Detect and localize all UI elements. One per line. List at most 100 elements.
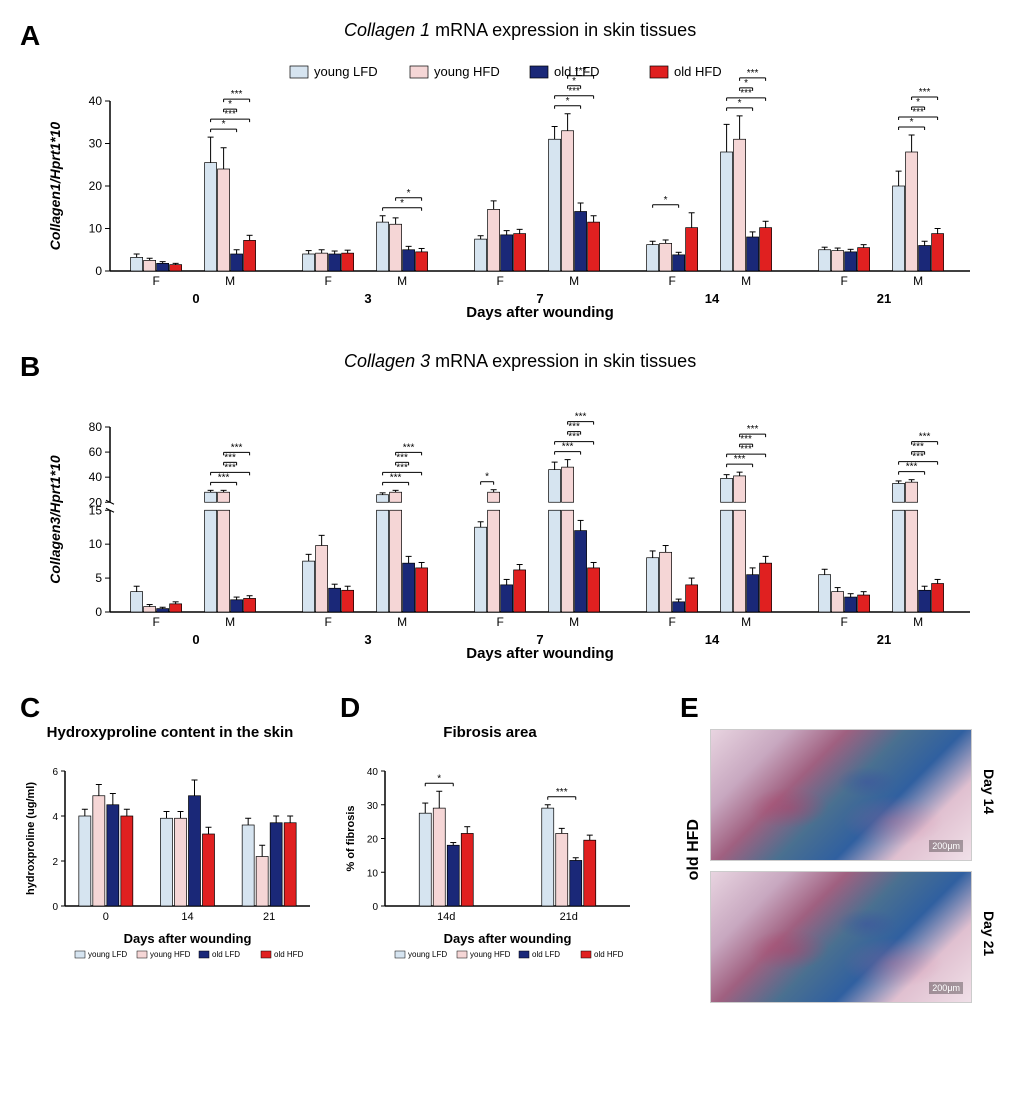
bottom-row: C Hydroxyproline content in the skin 0 2 4… xyxy=(20,692,1000,1013)
svg-text:***: *** xyxy=(912,452,924,463)
svg-text:***: *** xyxy=(396,452,408,463)
svg-text:***: *** xyxy=(919,87,931,98)
svg-text:30: 30 xyxy=(367,801,379,812)
svg-text:***: *** xyxy=(734,454,746,465)
svg-text:***: *** xyxy=(919,432,931,443)
svg-text:M: M xyxy=(397,274,407,288)
svg-text:14: 14 xyxy=(705,291,720,306)
svg-text:***: *** xyxy=(912,107,924,118)
svg-text:30: 30 xyxy=(89,137,103,151)
svg-text:40: 40 xyxy=(89,470,103,484)
svg-text:old HFD: old HFD xyxy=(274,950,304,959)
svg-text:*: * xyxy=(400,198,404,209)
svg-text:5: 5 xyxy=(96,571,103,585)
svg-text:***: *** xyxy=(224,109,236,120)
svg-text:0: 0 xyxy=(96,605,103,619)
svg-text:F: F xyxy=(841,274,848,288)
panel-c-label: C xyxy=(20,692,320,724)
svg-text:4: 4 xyxy=(52,812,58,823)
svg-text:3: 3 xyxy=(365,632,372,647)
svg-text:21d: 21d xyxy=(560,911,578,923)
svg-text:20: 20 xyxy=(367,835,379,846)
svg-text:M: M xyxy=(741,274,751,288)
svg-text:F: F xyxy=(841,615,848,629)
svg-text:10: 10 xyxy=(89,537,103,551)
svg-text:***: *** xyxy=(568,86,580,97)
svg-text:*: * xyxy=(485,472,489,483)
svg-text:F: F xyxy=(669,274,676,288)
svg-text:M: M xyxy=(397,615,407,629)
svg-text:40: 40 xyxy=(367,767,379,778)
svg-text:Days after wounding: Days after wounding xyxy=(466,645,614,662)
svg-text:Days after wounding: Days after wounding xyxy=(444,931,572,946)
svg-text:6: 6 xyxy=(52,767,58,778)
svg-text:0: 0 xyxy=(103,911,109,923)
svg-text:*: * xyxy=(566,96,570,107)
panel-e-label: E xyxy=(680,692,972,724)
svg-text:M: M xyxy=(569,615,579,629)
svg-text:0: 0 xyxy=(193,632,200,647)
histology-image-day21: 200μm xyxy=(710,871,972,1003)
panel-c: C Hydroxyproline content in the skin 0 2 4… xyxy=(20,692,320,961)
svg-text:0: 0 xyxy=(193,291,200,306)
svg-text:***: *** xyxy=(575,66,587,77)
panel-b: B Collagen 3 mRNA expression in skin tis… xyxy=(20,351,1000,662)
svg-text:F: F xyxy=(325,274,332,288)
day14-label: Day 14 xyxy=(981,769,997,814)
svg-text:***: *** xyxy=(562,442,574,453)
svg-text:*: * xyxy=(228,99,232,110)
panel-d-title: Fibrosis area xyxy=(340,724,640,741)
svg-text:***: *** xyxy=(575,412,587,423)
svg-text:3: 3 xyxy=(365,291,372,306)
svg-text:14d: 14d xyxy=(437,911,455,923)
svg-text:***: *** xyxy=(231,89,243,100)
svg-text:old LFD: old LFD xyxy=(212,950,240,959)
svg-text:***: *** xyxy=(556,787,568,798)
svg-text:old HFD: old HFD xyxy=(674,64,722,79)
svg-text:2: 2 xyxy=(52,857,58,868)
svg-text:*: * xyxy=(572,76,576,87)
svg-text:***: *** xyxy=(224,462,236,473)
scale-bar-14: 200μm xyxy=(929,840,963,852)
svg-text:young LFD: young LFD xyxy=(408,950,447,959)
histology-side-label: old HFD xyxy=(685,819,703,880)
panel-b-title: Collagen 3 mRNA expression in skin tissu… xyxy=(40,351,1000,372)
svg-text:old LFD: old LFD xyxy=(532,950,560,959)
panel-c-title: Hydroxyproline content in the skin xyxy=(20,724,320,741)
panel-a: A Collagen 1 mRNA expression in skin tis… xyxy=(20,20,1000,321)
svg-text:F: F xyxy=(153,615,160,629)
svg-text:***: *** xyxy=(740,444,752,455)
svg-text:M: M xyxy=(569,274,579,288)
svg-text:***: *** xyxy=(218,472,230,483)
svg-text:***: *** xyxy=(568,432,580,443)
chart-b: 05101520406080Collagen3/Hprt1*10FM******… xyxy=(40,382,980,662)
svg-text:***: *** xyxy=(906,462,918,473)
svg-text:hydroxproline (ug/ml): hydroxproline (ug/ml) xyxy=(25,782,37,895)
svg-text:0: 0 xyxy=(96,264,103,278)
svg-text:young HFD: young HFD xyxy=(150,950,191,959)
svg-text:Collagen3/Hprt1*10: Collagen3/Hprt1*10 xyxy=(47,455,63,584)
svg-text:*: * xyxy=(664,195,668,206)
svg-text:***: *** xyxy=(224,452,236,463)
day21-label: Day 21 xyxy=(981,911,997,956)
svg-text:old HFD: old HFD xyxy=(594,950,624,959)
panel-a-title: Collagen 1 mRNA expression in skin tissu… xyxy=(40,20,1000,41)
svg-text:young HFD: young HFD xyxy=(470,950,511,959)
panel-e: E old HFD 200μm Day 14 200μm Day 21 xyxy=(680,692,972,1013)
svg-text:M: M xyxy=(913,615,923,629)
svg-text:10: 10 xyxy=(89,222,103,236)
svg-text:Days after wounding: Days after wounding xyxy=(466,304,614,321)
svg-text:***: *** xyxy=(396,462,408,473)
chart-c: 0246hydroxproline (ug/ml)01421Days after… xyxy=(20,741,320,961)
svg-text:Days after wounding: Days after wounding xyxy=(124,931,252,946)
panel-a-label: A xyxy=(20,20,40,52)
svg-text:10: 10 xyxy=(367,868,379,879)
panel-b-label: B xyxy=(20,351,40,383)
svg-text:0: 0 xyxy=(52,902,58,913)
svg-text:young LFD: young LFD xyxy=(314,64,378,79)
svg-text:*: * xyxy=(744,78,748,89)
svg-text:0: 0 xyxy=(372,902,378,913)
svg-text:***: *** xyxy=(231,442,243,453)
svg-text:Collagen1/Hprt1*10: Collagen1/Hprt1*10 xyxy=(47,122,63,251)
panel-d: D Fibrosis area 010203040% of fibrosis14… xyxy=(340,692,640,961)
